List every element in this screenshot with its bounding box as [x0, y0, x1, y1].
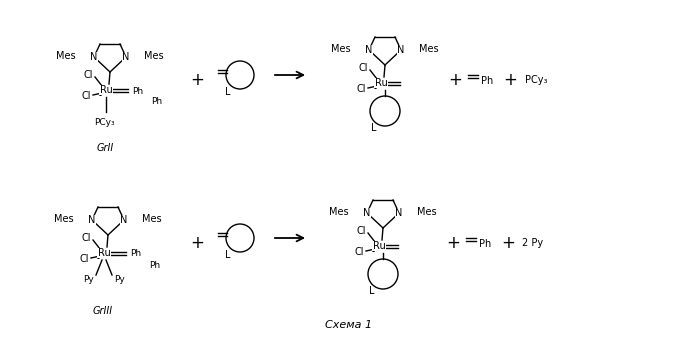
Text: Cl: Cl [84, 70, 93, 80]
Text: N: N [364, 208, 371, 218]
Text: L: L [369, 286, 375, 296]
Text: N: N [120, 215, 128, 225]
Text: Mes: Mes [419, 44, 438, 54]
Text: Py: Py [83, 275, 94, 285]
Text: +: + [503, 71, 517, 89]
Text: Mes: Mes [332, 44, 351, 54]
Text: Схема 1: Схема 1 [325, 320, 373, 330]
Text: Mes: Mes [57, 51, 76, 61]
Text: +: + [190, 234, 204, 252]
Text: PCy₃: PCy₃ [525, 75, 547, 85]
Text: Cl: Cl [359, 63, 368, 73]
Text: Ph: Ph [132, 87, 143, 96]
Text: Cl: Cl [80, 254, 89, 264]
Text: Mes: Mes [142, 214, 162, 224]
Text: N: N [122, 52, 130, 62]
Text: L: L [371, 123, 377, 133]
Text: 2 Py: 2 Py [522, 238, 543, 248]
Text: Ph: Ph [130, 249, 141, 259]
Text: N: N [395, 208, 403, 218]
Text: Cl: Cl [82, 233, 91, 243]
Text: Ph: Ph [481, 76, 493, 86]
Text: Ru: Ru [373, 241, 385, 251]
Text: +: + [501, 234, 515, 252]
Text: +: + [448, 71, 462, 89]
Text: GrIII: GrIII [93, 306, 113, 316]
Text: +: + [446, 234, 460, 252]
Text: PCy₃: PCy₃ [94, 118, 114, 127]
Text: Ph: Ph [149, 261, 160, 269]
Text: Mes: Mes [144, 51, 163, 61]
Text: +: + [190, 71, 204, 89]
Text: Cl: Cl [82, 91, 91, 101]
Text: Ph: Ph [151, 97, 162, 106]
Text: Cl: Cl [357, 84, 366, 94]
Text: Ru: Ru [98, 248, 110, 258]
Text: Mes: Mes [417, 207, 437, 217]
Text: Ru: Ru [100, 85, 112, 95]
Text: Cl: Cl [355, 247, 364, 257]
Text: Ph: Ph [479, 239, 491, 249]
Text: Mes: Mes [54, 214, 74, 224]
Text: N: N [397, 45, 405, 55]
Text: Mes: Mes [329, 207, 349, 217]
Text: N: N [89, 215, 96, 225]
Text: N: N [365, 45, 373, 55]
Text: Py: Py [114, 275, 125, 285]
Text: N: N [90, 52, 98, 62]
Text: Ru: Ru [375, 78, 387, 88]
Text: L: L [225, 250, 231, 260]
Text: L: L [225, 87, 231, 97]
Text: GrII: GrII [96, 143, 114, 153]
Text: Cl: Cl [357, 226, 366, 236]
